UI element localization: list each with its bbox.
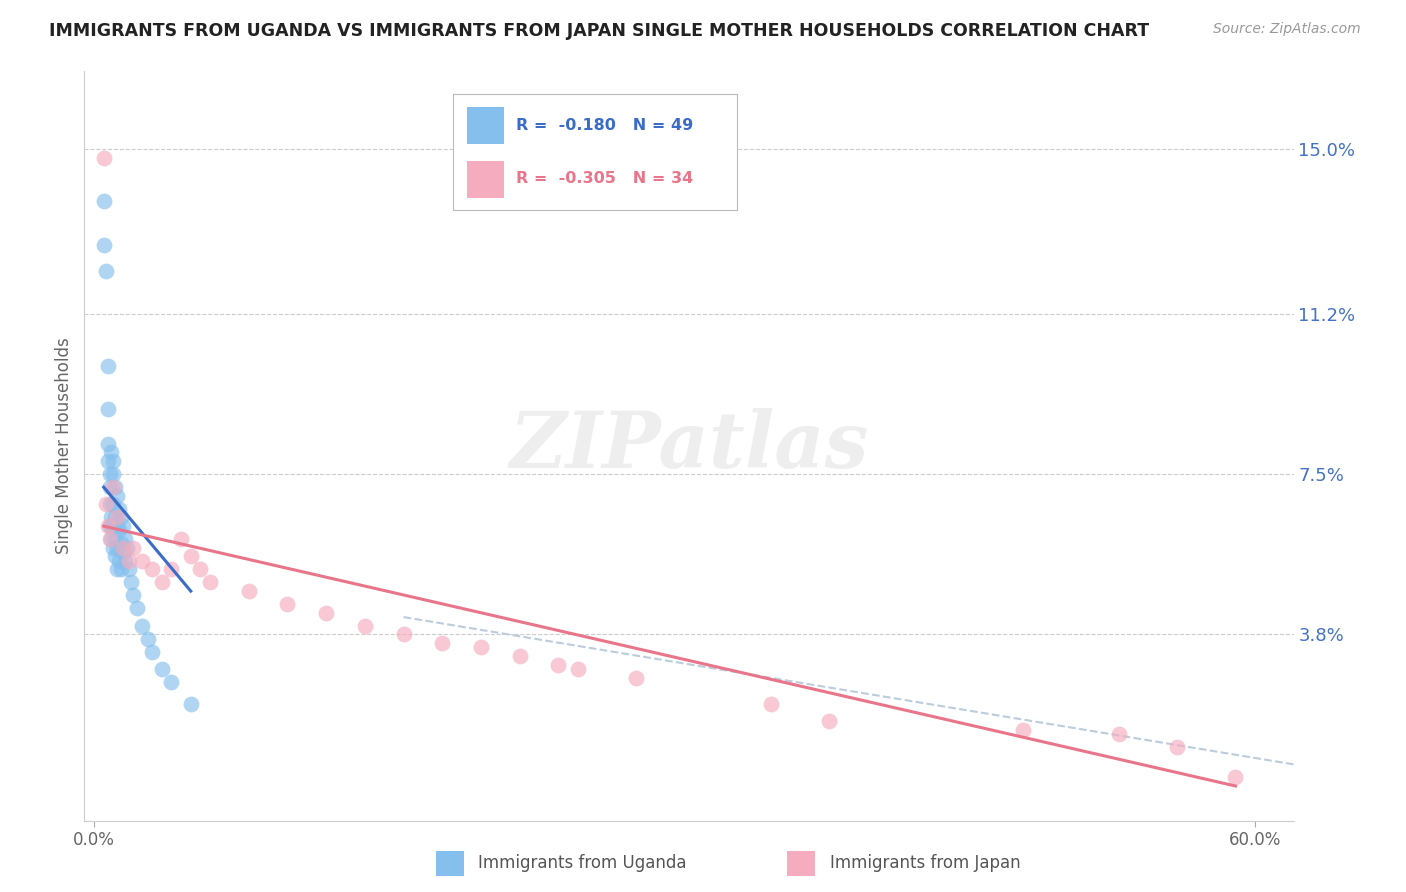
Point: [98, 467, 121, 482]
Point: [103, 519, 125, 533]
Point: [97, 454, 120, 468]
Point: [120, 575, 142, 590]
Point: [131, 619, 153, 633]
Point: [1166, 739, 1188, 754]
Point: [150, 575, 173, 590]
Point: [118, 562, 141, 576]
Point: [97, 402, 120, 417]
Point: [103, 498, 125, 512]
Point: [98, 519, 121, 533]
Point: [97, 359, 120, 373]
Point: [98, 532, 121, 546]
Point: [818, 714, 841, 728]
Point: [105, 519, 128, 533]
Point: [160, 562, 183, 576]
Point: [180, 697, 202, 711]
Point: [93, 194, 115, 209]
Point: [110, 562, 132, 576]
Bar: [787, 851, 815, 876]
Point: [105, 541, 128, 555]
Point: [110, 510, 132, 524]
Point: [567, 662, 589, 676]
Point: [198, 575, 221, 590]
Point: [100, 510, 122, 524]
Point: [93, 151, 115, 165]
Point: [354, 619, 377, 633]
Point: [98, 498, 121, 512]
Point: [114, 554, 136, 568]
Point: [392, 627, 415, 641]
Point: [104, 549, 127, 564]
Point: [104, 532, 127, 546]
Point: [1225, 770, 1247, 784]
Point: [141, 562, 163, 576]
Text: ZIPatlas: ZIPatlas: [509, 408, 869, 484]
Point: [114, 532, 136, 546]
Point: [276, 597, 298, 611]
Point: [94, 263, 117, 277]
Text: IMMIGRANTS FROM UGANDA VS IMMIGRANTS FROM JAPAN SINGLE MOTHER HOUSEHOLDS CORRELA: IMMIGRANTS FROM UGANDA VS IMMIGRANTS FRO…: [49, 22, 1149, 40]
Point: [160, 675, 183, 690]
Point: [112, 545, 135, 559]
Point: [238, 584, 260, 599]
Point: [170, 532, 193, 546]
Point: [103, 454, 125, 468]
Point: [98, 480, 121, 494]
Point: [759, 697, 782, 711]
Text: Source: ZipAtlas.com: Source: ZipAtlas.com: [1213, 22, 1361, 37]
Point: [93, 237, 115, 252]
Point: [470, 640, 492, 655]
Point: [105, 562, 128, 576]
Point: [104, 510, 127, 524]
Point: [112, 519, 135, 533]
Point: [118, 554, 141, 568]
Point: [108, 554, 131, 568]
Point: [97, 519, 120, 533]
Point: [110, 536, 132, 550]
Point: [103, 541, 125, 555]
Point: [547, 657, 569, 672]
Point: [150, 662, 173, 676]
Point: [180, 549, 202, 564]
Point: [103, 480, 125, 494]
Bar: [436, 851, 464, 876]
Point: [624, 671, 647, 685]
Point: [108, 501, 131, 516]
Point: [105, 510, 128, 524]
Point: [136, 632, 159, 646]
Point: [108, 524, 131, 538]
Point: [125, 601, 148, 615]
Point: [115, 541, 138, 555]
Point: [1108, 727, 1130, 741]
Point: [100, 532, 122, 546]
Point: [97, 437, 120, 451]
Point: [105, 489, 128, 503]
Point: [141, 645, 163, 659]
Point: [121, 541, 143, 555]
Point: [315, 606, 337, 620]
Point: [112, 541, 135, 555]
Point: [94, 498, 117, 512]
Point: [131, 554, 153, 568]
Text: Immigrants from Uganda: Immigrants from Uganda: [478, 854, 686, 872]
Point: [100, 445, 122, 459]
Point: [103, 467, 125, 482]
Text: Immigrants from Japan: Immigrants from Japan: [830, 854, 1021, 872]
Point: [509, 648, 531, 663]
Y-axis label: Single Mother Households: Single Mother Households: [55, 338, 73, 554]
Point: [121, 589, 143, 603]
Point: [432, 636, 454, 650]
Point: [104, 480, 127, 494]
Point: [100, 519, 122, 533]
Point: [1011, 723, 1033, 737]
Point: [190, 562, 212, 576]
